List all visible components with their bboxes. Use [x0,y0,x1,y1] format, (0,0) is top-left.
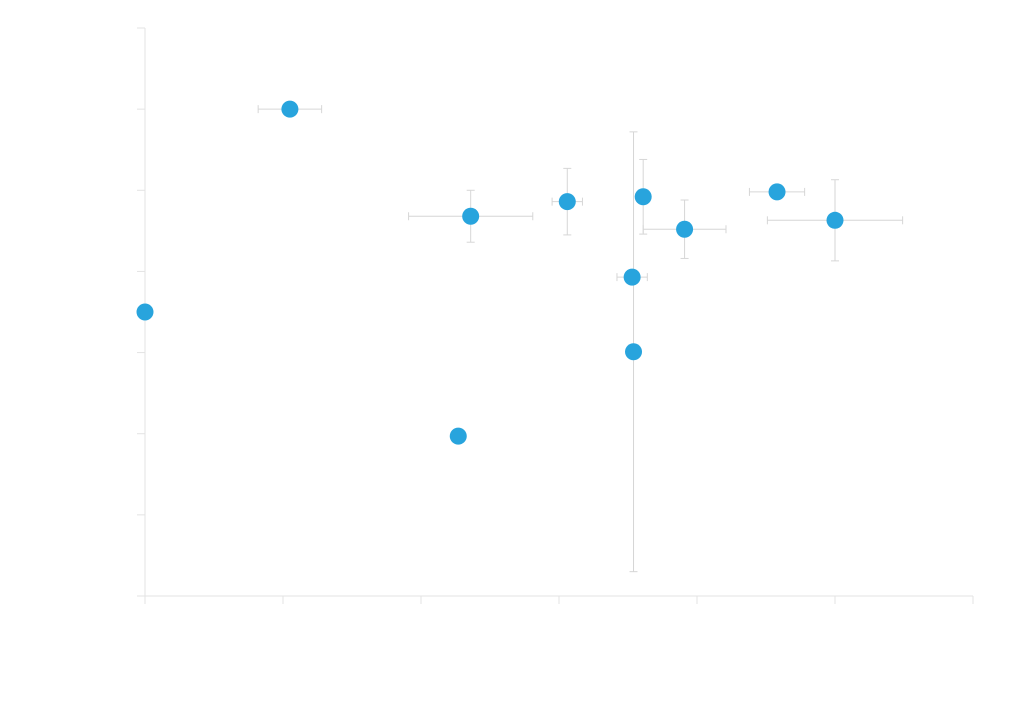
data-point[interactable] [676,220,694,238]
axes [137,27,974,604]
data-point[interactable] [462,207,480,225]
data-point[interactable] [449,427,467,445]
data-point[interactable] [623,268,641,286]
data-point[interactable] [558,193,576,211]
data-point[interactable] [625,343,643,361]
data-point[interactable] [136,303,154,321]
data-points [136,100,844,445]
data-point[interactable] [281,100,299,118]
data-point[interactable] [826,211,844,229]
data-point[interactable] [634,188,652,206]
data-point[interactable] [768,183,786,201]
error-bars [257,105,904,573]
